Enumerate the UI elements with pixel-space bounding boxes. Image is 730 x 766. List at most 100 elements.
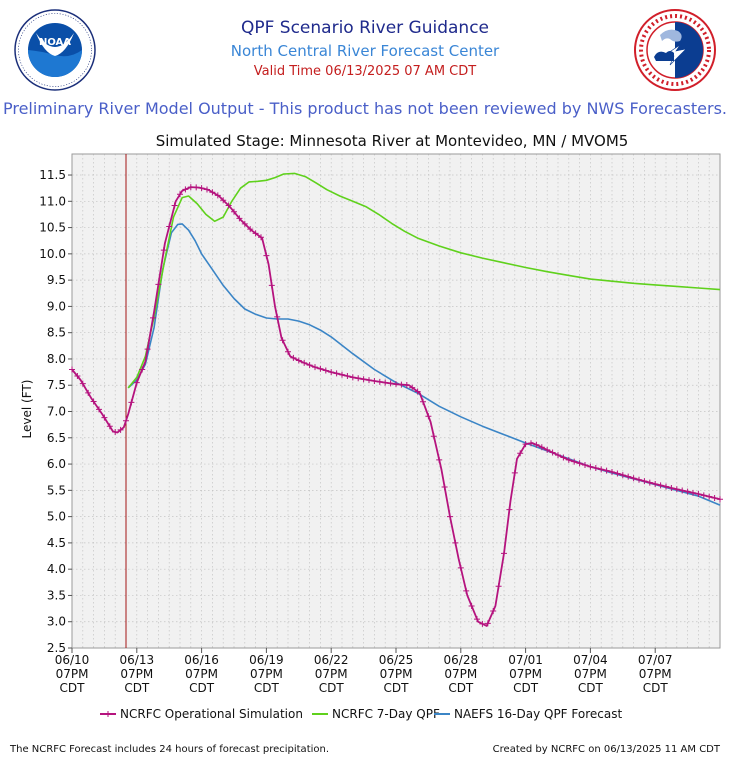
data-point bbox=[630, 475, 637, 482]
y-tick-label: 9.5 bbox=[47, 273, 66, 287]
data-point bbox=[387, 380, 394, 387]
series-line bbox=[127, 172, 721, 389]
y-tick-label: 8.0 bbox=[47, 352, 66, 366]
data-point bbox=[155, 281, 162, 288]
data-point bbox=[619, 472, 626, 479]
data-point bbox=[690, 489, 696, 496]
data-point bbox=[322, 367, 329, 374]
data-point bbox=[711, 494, 718, 501]
data-point bbox=[371, 378, 378, 385]
preliminary-note: Preliminary River Model Output - This pr… bbox=[2, 99, 728, 118]
data-point bbox=[74, 373, 81, 380]
data-point bbox=[220, 197, 227, 204]
data-point bbox=[301, 359, 308, 366]
y-tick-label: 5.0 bbox=[47, 510, 66, 524]
data-point bbox=[393, 381, 399, 388]
y-tick-label: 3.0 bbox=[47, 615, 66, 629]
data-point bbox=[106, 423, 113, 430]
x-tick-label: 07PM bbox=[315, 667, 348, 681]
data-point bbox=[69, 366, 75, 373]
data-point bbox=[312, 364, 318, 371]
x-tick-label: 07PM bbox=[444, 667, 477, 681]
y-tick-label: 11.0 bbox=[39, 194, 66, 208]
data-point bbox=[625, 473, 632, 480]
data-point bbox=[160, 247, 167, 254]
data-point bbox=[452, 539, 459, 546]
noaa-logo: NOAA bbox=[14, 9, 96, 91]
data-point bbox=[511, 469, 518, 476]
x-tick-label: 06/10 bbox=[55, 653, 90, 667]
data-point bbox=[79, 380, 86, 387]
x-tick-label: 07PM bbox=[574, 667, 607, 681]
x-tick-label: 06/28 bbox=[444, 653, 479, 667]
data-point bbox=[495, 583, 502, 590]
data-point bbox=[274, 313, 281, 320]
data-point bbox=[560, 454, 567, 461]
data-point bbox=[538, 444, 545, 451]
page-subtitle: North Central River Forecast Center bbox=[230, 42, 500, 60]
x-tick-label: 07PM bbox=[380, 667, 413, 681]
data-point bbox=[150, 314, 156, 321]
data-point bbox=[90, 398, 97, 405]
data-point bbox=[306, 362, 313, 369]
y-tick-label: 4.5 bbox=[47, 536, 66, 550]
data-point bbox=[214, 192, 221, 199]
data-point bbox=[295, 357, 302, 364]
data-point bbox=[517, 450, 524, 457]
x-tick-label: 07/01 bbox=[508, 653, 543, 667]
x-tick-label: 06/16 bbox=[184, 653, 219, 667]
data-point bbox=[225, 202, 232, 209]
data-point bbox=[123, 417, 129, 424]
data-point bbox=[668, 484, 675, 491]
data-point bbox=[414, 388, 421, 395]
footer-note: The NCRFC Forecast includes 24 hours of … bbox=[10, 744, 330, 755]
data-point bbox=[430, 433, 437, 440]
y-axis-label: Level (FT) bbox=[20, 380, 34, 439]
x-tick-label: 06/25 bbox=[379, 653, 414, 667]
data-point bbox=[204, 186, 210, 193]
legend-label: NAEFS 16-Day QPF Forecast bbox=[454, 707, 622, 721]
data-point bbox=[544, 446, 551, 453]
data-point bbox=[425, 413, 432, 420]
chart-title: Simulated Stage: Minnesota River at Mont… bbox=[156, 132, 629, 150]
data-point bbox=[592, 465, 599, 472]
data-point bbox=[236, 215, 243, 222]
data-point bbox=[663, 483, 669, 490]
data-point bbox=[366, 377, 372, 384]
data-point bbox=[528, 440, 534, 447]
x-tick-label: 07PM bbox=[120, 667, 153, 681]
data-point bbox=[490, 607, 497, 614]
data-point bbox=[549, 449, 556, 456]
y-tick-label: 7.5 bbox=[47, 378, 66, 392]
data-point bbox=[101, 414, 108, 421]
data-point bbox=[501, 550, 507, 557]
data-point bbox=[339, 371, 345, 378]
y-tick-label: 4.0 bbox=[47, 562, 66, 576]
footer-created: Created by NCRFC on 06/13/2025 11 AM CDT bbox=[492, 744, 720, 755]
y-tick-label: 10.5 bbox=[39, 221, 66, 235]
data-point bbox=[360, 376, 367, 383]
legend-marker bbox=[105, 711, 111, 717]
data-point bbox=[652, 481, 659, 488]
data-point bbox=[117, 426, 124, 433]
data-point bbox=[279, 337, 286, 344]
y-tick-label: 3.5 bbox=[47, 588, 66, 602]
data-point bbox=[193, 184, 200, 191]
x-tick-label: CDT bbox=[643, 681, 669, 695]
data-point bbox=[209, 189, 216, 196]
x-tick-label: 07PM bbox=[56, 667, 89, 681]
data-point bbox=[333, 370, 340, 377]
data-point bbox=[263, 252, 270, 259]
y-tick-label: 6.5 bbox=[47, 431, 66, 445]
data-point bbox=[128, 399, 135, 406]
data-point bbox=[657, 482, 664, 489]
data-point bbox=[382, 379, 389, 386]
data-point bbox=[700, 492, 707, 499]
data-point bbox=[565, 456, 572, 463]
data-point bbox=[679, 487, 686, 494]
y-tick-label: 2.5 bbox=[47, 641, 66, 655]
data-point bbox=[576, 460, 583, 467]
data-point bbox=[673, 486, 680, 493]
x-tick-label: 06/19 bbox=[249, 653, 284, 667]
valid-time: Valid Time 06/13/2025 07 AM CDT bbox=[253, 64, 477, 79]
